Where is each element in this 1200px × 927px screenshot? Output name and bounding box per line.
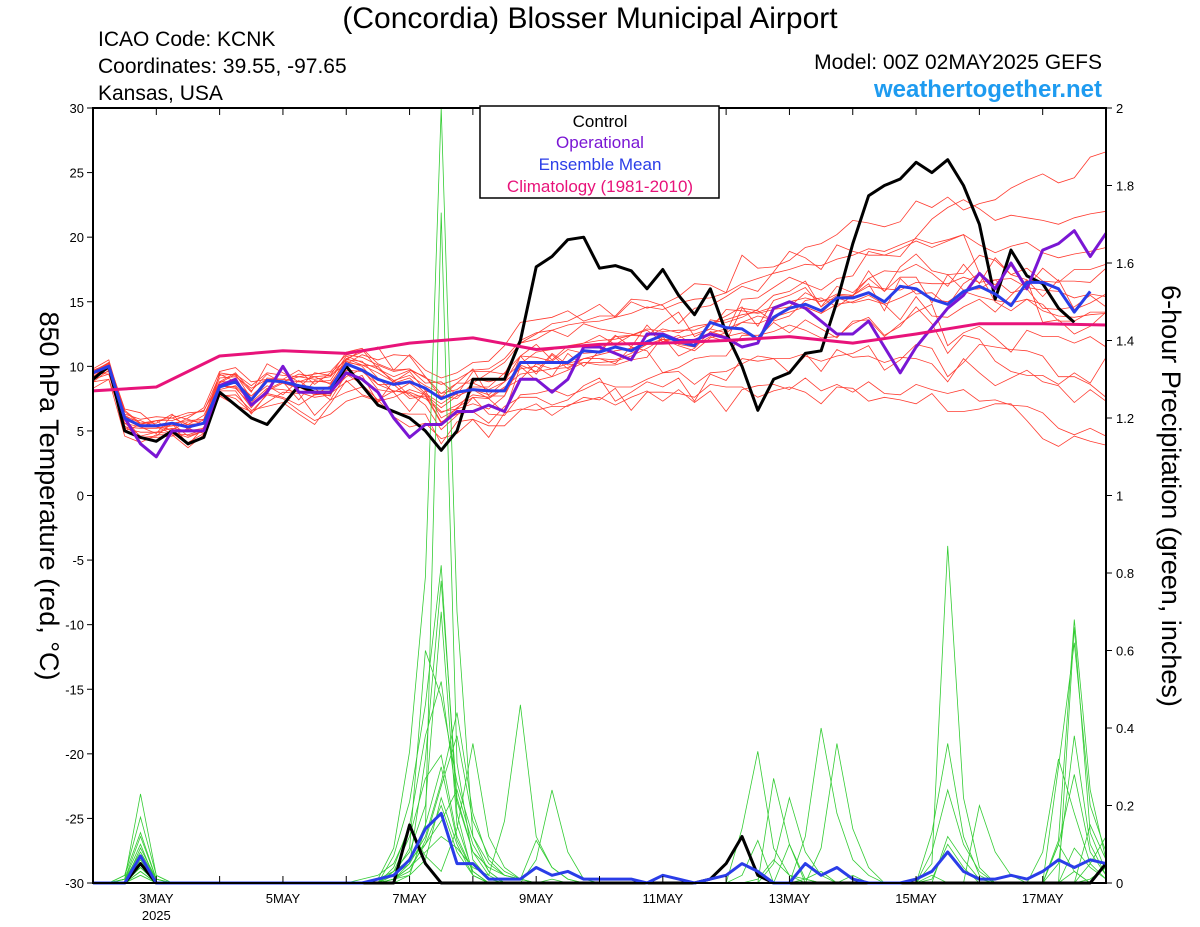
legend: Control Operational Ensemble Mean Climat… [479, 105, 720, 199]
y-right-tick-label: 0 [1116, 876, 1123, 891]
y-axis-left-title: 850 hPa Temperature (red, °C) [34, 312, 64, 681]
y-right-tick-label: 2 [1116, 101, 1123, 116]
website-link[interactable]: weathertogether.net [873, 76, 1102, 103]
y-left-tick-label: 20 [70, 230, 84, 245]
precip-member-1 [93, 580, 1107, 884]
plot-frame [92, 107, 1107, 884]
legend-box [479, 105, 720, 199]
y-left-tick-label: 30 [70, 101, 84, 116]
icao-code: ICAO Code: KCNK [98, 28, 276, 51]
legend-operational: Operational [556, 133, 644, 152]
y-left-tick-label: -20 [65, 747, 84, 762]
x-tick-label: 15MAY [895, 891, 937, 906]
precip-member-4 [93, 565, 1107, 884]
y-left-tick-label: 5 [77, 424, 84, 439]
model-run: Model: 00Z 02MAY2025 GEFS [814, 51, 1102, 74]
y-left-tick-label: -10 [65, 618, 84, 633]
x-tick-label: 13MAY [769, 891, 811, 906]
x-tick-label: 7MAY [392, 891, 427, 906]
x-tick-label: 3MAY [139, 891, 174, 906]
highlighted-series-lines [92, 158, 1108, 885]
temperature-member-13 [92, 363, 1107, 447]
y-right-tick-label: 0.8 [1116, 566, 1134, 581]
temperature-member-2 [92, 234, 1107, 436]
legend-control: Control [573, 112, 628, 131]
chart-title: (Concordia) Blosser Municipal Airport [342, 2, 838, 35]
precip-member-9 [93, 704, 1107, 884]
y-right-tick-label: 0.2 [1116, 799, 1134, 814]
y-left-tick-label: -25 [65, 811, 84, 826]
x-tick-label: 11MAY [642, 891, 683, 906]
legend-climatology: Climatology (1981-2010) [507, 177, 693, 196]
ensemble-mean-temperature-line [92, 280, 1092, 429]
temperature-member-17 [92, 234, 1107, 420]
y-left-tick-label: 25 [70, 166, 84, 181]
temperature-member-15 [92, 276, 1107, 427]
coordinates: Coordinates: 39.55, -97.65 [98, 55, 347, 78]
x-tick-sublabel: 2025 [142, 908, 171, 923]
y-right-tick-label: 0.6 [1116, 644, 1134, 659]
precip-member-2 [93, 107, 1107, 884]
y-right-tick-label: 1.8 [1116, 179, 1134, 194]
temperature-member-6 [92, 270, 1107, 440]
y-right-tick-label: 1.4 [1116, 334, 1134, 349]
y-left-tick-label: 0 [77, 489, 84, 504]
location-region: Kansas, USA [98, 82, 223, 105]
y-left-tick-label: 10 [70, 359, 84, 374]
control-temperature-line [92, 158, 1076, 452]
climatology-temperature-line [92, 322, 1107, 393]
x-tick-label: 17MAY [1022, 891, 1064, 906]
temperature-member-5 [92, 199, 1107, 427]
precip-member-7 [93, 650, 1106, 884]
y-right-tick-label: 0.4 [1116, 721, 1134, 736]
y-right-tick-label: 1.6 [1116, 256, 1134, 271]
y-left-tick-label: -30 [65, 876, 84, 891]
y-right-tick-label: 1.2 [1116, 411, 1134, 426]
y-right-tick-label: 1 [1116, 489, 1123, 504]
chart-axes: 302520151050-5-10-15-20-25-3021.81.61.41… [65, 101, 1134, 923]
temperature-member-8 [92, 377, 1107, 446]
y-left-tick-label: 15 [70, 295, 84, 310]
x-tick-label: 5MAY [266, 891, 301, 906]
precip-member-5 [93, 754, 1107, 884]
precip-member-15 [93, 788, 1106, 884]
ensemble-mean-precip-line [93, 811, 1107, 885]
temperature-member-11 [92, 279, 1107, 429]
legend-ensemble-mean: Ensemble Mean [539, 155, 662, 174]
operational-temperature-line [92, 229, 1108, 459]
x-tick-label: 9MAY [519, 891, 554, 906]
y-left-tick-label: -15 [65, 682, 84, 697]
precip-member-14 [93, 642, 1107, 884]
precip-member-12 [93, 766, 1107, 884]
y-axis-right-title: 6-hour Precipitation (green, inches) [1156, 285, 1186, 707]
y-left-tick-label: -5 [72, 553, 84, 568]
precip-member-lines [93, 107, 1107, 884]
